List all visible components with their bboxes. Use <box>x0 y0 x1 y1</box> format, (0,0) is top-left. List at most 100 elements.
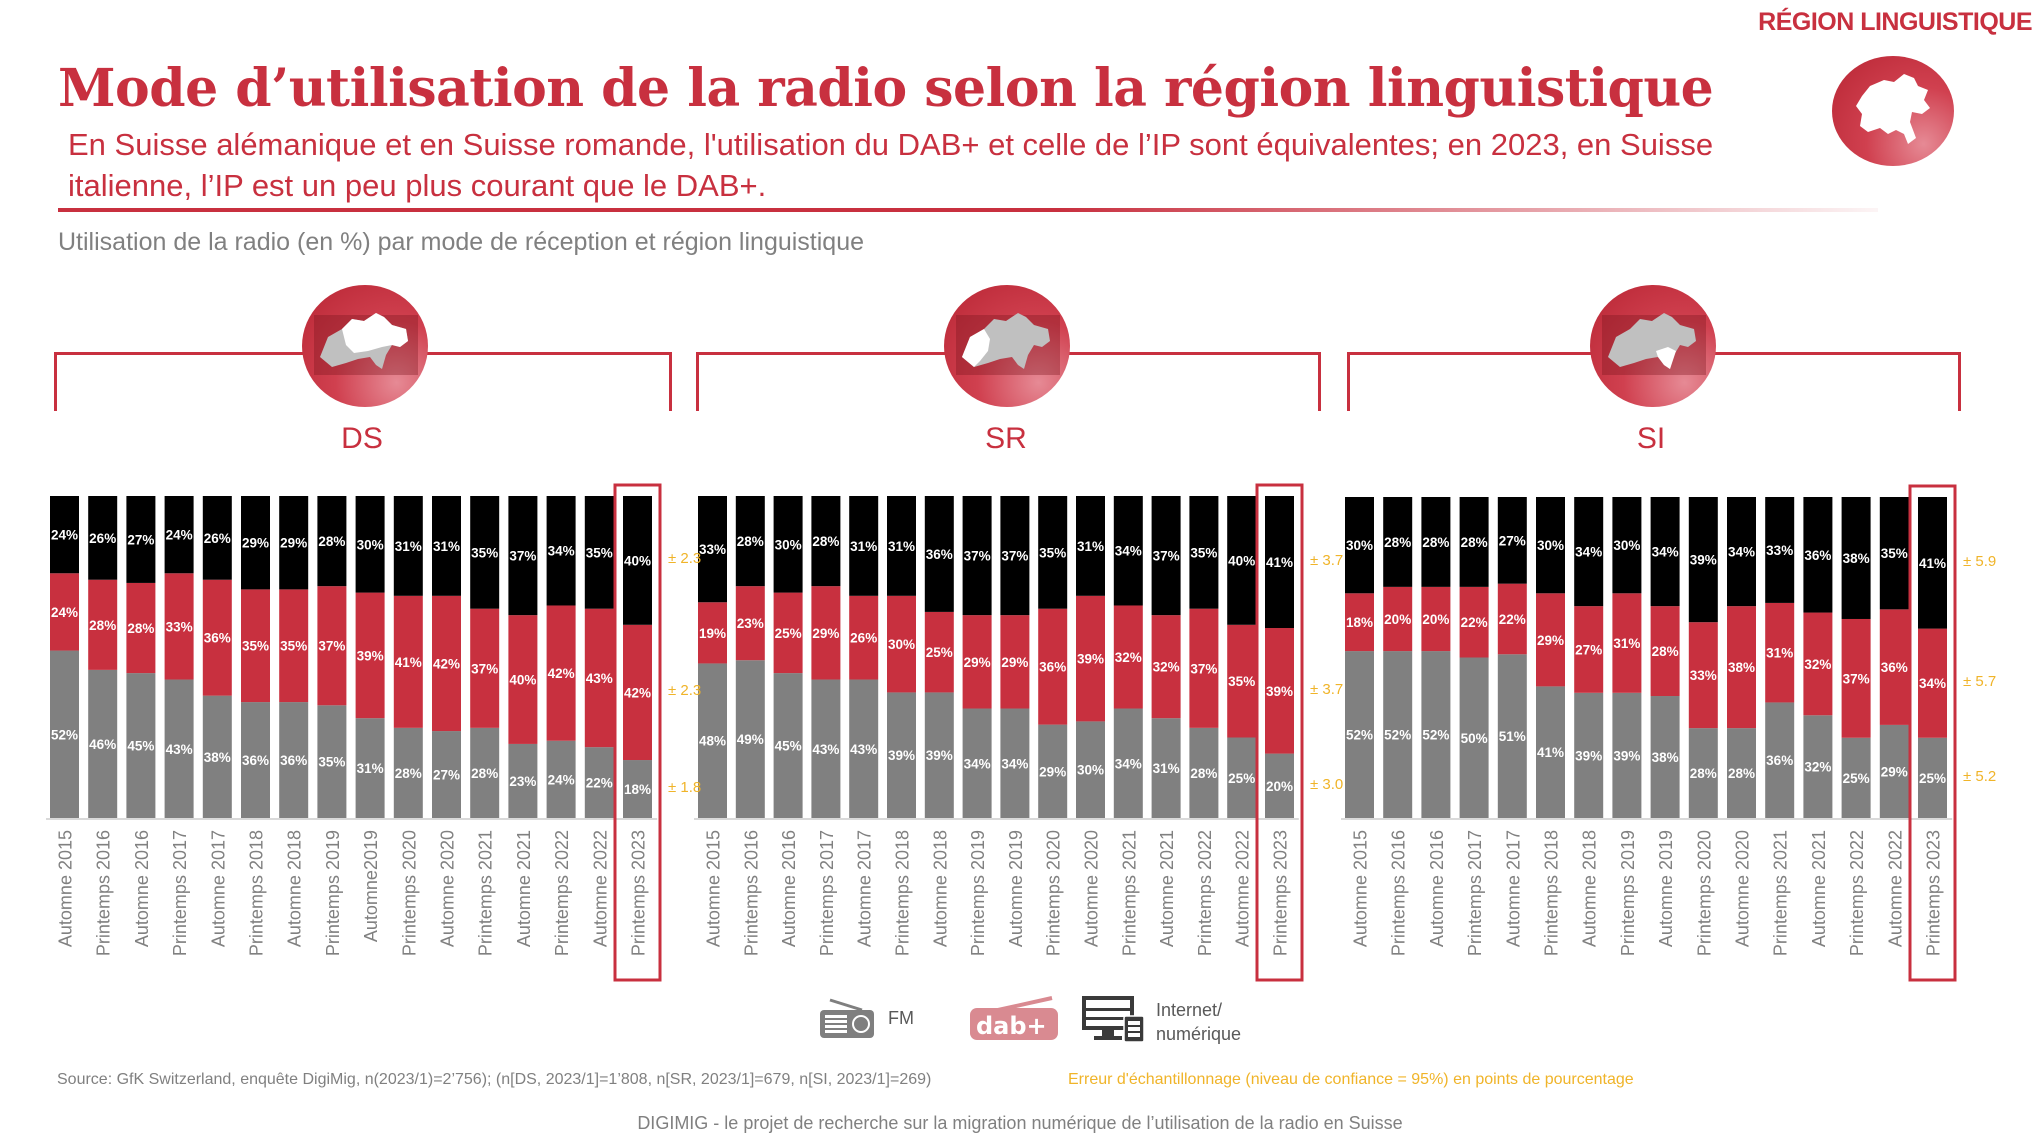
category-label: Printemps 2020 <box>399 830 419 956</box>
data-label: 31% <box>357 761 384 776</box>
bar-si-dab <box>1803 612 1833 716</box>
data-label: 34% <box>1919 676 1946 691</box>
bar-ds-dab <box>355 592 385 719</box>
bar-ds-internet-num-rique <box>126 496 156 583</box>
bar-si-dab <box>1459 586 1489 658</box>
data-label: 31% <box>850 539 877 554</box>
bar-ds-fm <box>88 669 118 818</box>
category-label: Automne 2021 <box>1157 830 1177 947</box>
data-label: 35% <box>1039 545 1066 560</box>
data-label: 26% <box>204 531 231 546</box>
data-label: 31% <box>1613 636 1640 651</box>
category-label: Printemps 2022 <box>1195 830 1215 956</box>
data-label: 24% <box>548 772 575 787</box>
error-margin-sr: ± 3.0 <box>1310 775 1344 793</box>
category-label: Printemps 2023 <box>1271 830 1291 956</box>
region-label-si: SI <box>1636 422 1666 455</box>
bar-si-fm <box>1497 654 1527 818</box>
data-label: 52% <box>51 727 78 742</box>
bar-si-internet-num-rique <box>1612 497 1642 594</box>
data-label: 34% <box>1728 545 1755 560</box>
bar-si-dab <box>1612 593 1642 693</box>
page-subtitle: En Suisse alémanique et en Suisse romand… <box>68 127 1714 203</box>
bar-ds-fm <box>164 679 194 818</box>
region-label-ds: DS <box>341 422 383 455</box>
data-label: 43% <box>850 742 877 757</box>
bar-sr-dab <box>1189 608 1219 728</box>
bar-sr-dab <box>1000 615 1030 709</box>
data-label: 43% <box>812 742 839 757</box>
data-label: 28% <box>318 534 345 549</box>
bar-sr-fm <box>962 708 992 818</box>
data-label: 35% <box>586 545 613 560</box>
data-label: 49% <box>737 732 764 747</box>
switzerland-map-si-icon <box>1602 313 1706 375</box>
bar-sr-dab <box>735 586 765 661</box>
bar-si-dab <box>1688 622 1718 729</box>
data-label: 22% <box>1461 615 1488 630</box>
data-label: 28% <box>1461 535 1488 550</box>
bar-si-dab <box>1727 606 1756 729</box>
bar-si-internet-num-rique <box>1497 497 1527 584</box>
bar-si-dab <box>1918 628 1947 738</box>
data-label: 37% <box>1153 549 1180 564</box>
category-label: Printemps 2020 <box>1694 830 1714 956</box>
bar-ds-fm <box>126 673 156 818</box>
switzerland-map-ds-icon <box>314 313 418 375</box>
switzerland-map-icon <box>1856 74 1930 144</box>
bar-ds-fm <box>241 702 270 818</box>
bar-sr-dab <box>1265 628 1294 754</box>
computer-tablet-icon <box>1082 996 1145 1043</box>
data-label: 19% <box>699 626 726 641</box>
category-label: Printemps 2019 <box>968 830 988 956</box>
data-label: 38% <box>1843 551 1870 566</box>
bar-ds-internet-num-rique <box>355 496 385 593</box>
region-label-sr: SR <box>985 422 1027 455</box>
bar-sr-dab <box>1113 605 1143 709</box>
bar-sr-fm <box>811 679 841 818</box>
data-label: 37% <box>509 549 536 564</box>
data-label: 36% <box>1039 660 1066 675</box>
data-label: 27% <box>127 532 154 547</box>
bar-si-internet-num-rique <box>1345 497 1374 594</box>
data-label: 28% <box>1190 766 1217 781</box>
category-label: Automne 2022 <box>590 830 610 947</box>
bar-ds-fm <box>393 727 423 818</box>
data-label: 39% <box>888 748 915 763</box>
data-label: 30% <box>1346 538 1373 553</box>
category-label: Automne 2017 <box>208 830 228 947</box>
bar-sr-dab <box>849 595 879 680</box>
data-label: 34% <box>548 544 575 559</box>
bar-ds-dab <box>202 579 232 696</box>
data-label: 36% <box>1766 753 1793 768</box>
bar-sr-internet-num-rique <box>1076 496 1105 596</box>
bar-si-fm <box>1536 686 1565 818</box>
title-divider <box>58 208 1878 212</box>
bar-ds-internet-num-rique <box>50 496 79 574</box>
bar-sr-dab <box>811 586 841 680</box>
data-label: 34% <box>1115 544 1142 559</box>
data-label: 38% <box>1652 750 1679 765</box>
bar-si-internet-num-rique <box>1765 497 1795 603</box>
legend-internet-line1: Internet/ <box>1156 1000 1223 1020</box>
data-label: 33% <box>1766 543 1793 558</box>
project-footer: DIGIMIG - le projet de recherche sur la … <box>637 1113 1403 1133</box>
data-label: 32% <box>1804 760 1831 775</box>
error-margin-si: ± 5.7 <box>1963 673 1997 691</box>
category-label: Automne 2017 <box>1503 830 1523 947</box>
bar-si-fm <box>1612 692 1642 818</box>
category-label: Printemps 2023 <box>629 830 649 956</box>
bar-sr-dab <box>924 611 954 693</box>
data-label: 29% <box>964 655 991 670</box>
data-label: 37% <box>1843 671 1870 686</box>
bar-sr-fm <box>773 673 803 818</box>
bar-sr-fm <box>1113 708 1143 818</box>
bar-ds-dab <box>470 608 500 728</box>
data-label: 37% <box>471 661 498 676</box>
bar-ds-dab <box>164 573 194 680</box>
bar-ds-dab <box>508 615 538 744</box>
bar-sr-internet-num-rique <box>849 496 879 596</box>
bar-ds-dab <box>623 624 652 761</box>
data-label: 24% <box>51 605 78 620</box>
bar-ds-fm <box>317 705 347 818</box>
